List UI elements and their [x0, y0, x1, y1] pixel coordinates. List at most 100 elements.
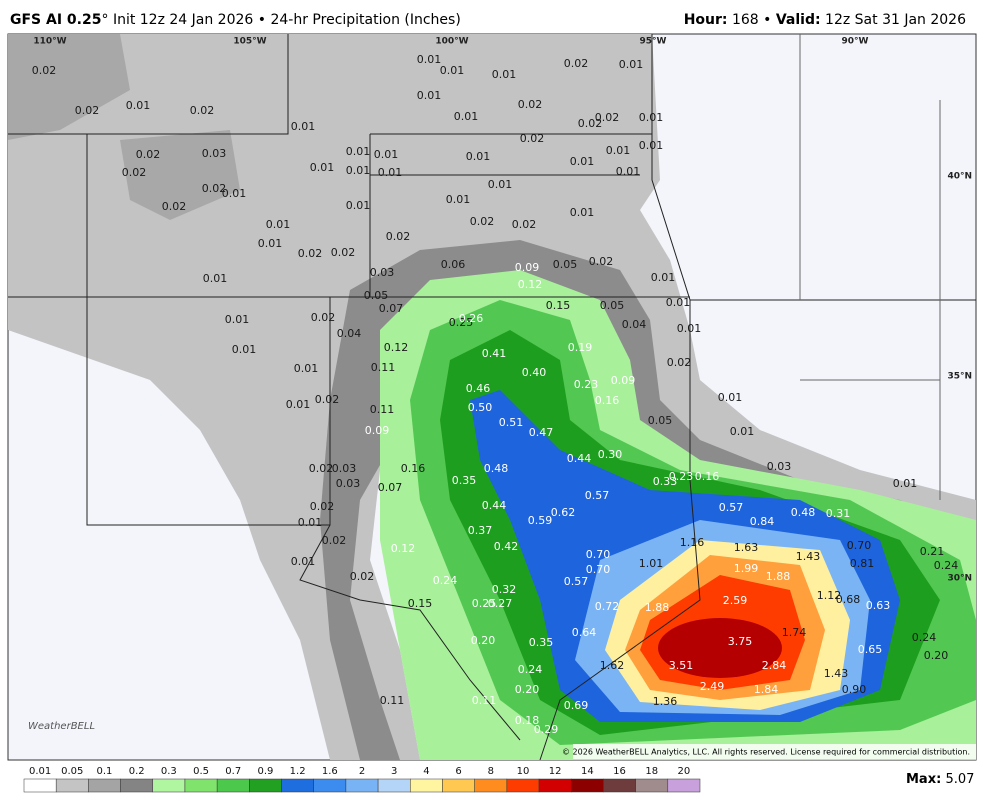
colorbar-tick-label: 10 [517, 766, 530, 777]
precip-label: 0.51 [499, 416, 524, 429]
precip-label: 0.37 [468, 524, 493, 537]
precip-label: 1.43 [824, 667, 849, 680]
precip-label: 0.01 [294, 362, 319, 375]
colorbar-swatch [474, 778, 508, 793]
precip-label: 0.02 [564, 57, 589, 70]
precip-label: 0.40 [522, 366, 547, 379]
precip-label: 0.03 [202, 147, 227, 160]
precip-label: 0.12 [391, 542, 416, 555]
max: Max: 5.07 [906, 772, 974, 787]
precip-label: 0.11 [380, 694, 405, 707]
precip-label: 0.09 [365, 424, 390, 437]
precip-area [8, 34, 130, 140]
precip-label: 0.01 [374, 148, 399, 161]
colorbar-tick-label: 12 [549, 766, 562, 777]
precip-label: 0.01 [651, 271, 676, 284]
colorbar-tick-label: 0.9 [257, 766, 273, 777]
precip-label: 0.62 [551, 506, 576, 519]
colorbar-tick-label: 0.5 [193, 766, 209, 777]
precip-label: 0.02 [667, 356, 692, 369]
precip-label: 0.20 [471, 634, 496, 647]
precip-label: 0.01 [417, 53, 442, 66]
precip-label: 0.57 [564, 575, 589, 588]
precip-label: 0.42 [494, 540, 519, 553]
latitude-label: 40°N [947, 172, 972, 182]
precip-label: 0.01 [286, 398, 311, 411]
precip-label: 0.41 [482, 347, 507, 360]
max-label: Max: [906, 772, 941, 787]
header-bg [0, 0, 984, 34]
precip-label: 0.16 [401, 462, 426, 475]
precip-label: 0.02 [202, 182, 227, 195]
precip-label: 0.20 [924, 649, 949, 662]
title: GFS AI 0.25° Init 12z 24 Jan 2026 • 24-h… [10, 12, 461, 28]
precip-label: 0.05 [648, 414, 673, 427]
precip-label: 0.30 [598, 448, 623, 461]
precip-label: 0.26 [459, 312, 484, 325]
colorbar-swatch [313, 778, 347, 793]
valid-time: 12z Sat 31 Jan 2026 [825, 12, 966, 28]
colorbar-swatch [88, 778, 121, 793]
precip-label: 0.04 [337, 327, 362, 340]
colorbar-swatch [603, 778, 636, 793]
precip-label: 0.02 [520, 132, 545, 145]
precip-label: 0.02 [595, 111, 620, 124]
colorbar-tick-label: 16 [613, 766, 626, 777]
precip-label: 0.01 [466, 150, 491, 163]
valid: Hour: 168 • Valid: 12z Sat 31 Jan 2026 [684, 12, 966, 28]
borders [8, 34, 976, 761]
precip-label: 1.62 [600, 659, 625, 672]
colorbar-tick-label: 0.05 [61, 766, 83, 777]
precip-label: 0.04 [622, 318, 647, 331]
precip-label: 0.69 [564, 699, 589, 712]
precip-label: 0.01 [446, 193, 471, 206]
precip-label: 0.15 [546, 299, 571, 312]
precip-area [658, 618, 782, 678]
precip-label: 0.01 [616, 165, 641, 178]
precip-label: 0.01 [346, 164, 371, 177]
colorbar-tick-label: 0.3 [161, 766, 177, 777]
latitude-label: 30°N [947, 574, 972, 584]
precip-label: 0.01 [291, 555, 316, 568]
precip-label: 0.23 [574, 378, 599, 391]
precip-label: 0.64 [572, 626, 597, 639]
precip-label: 0.24 [433, 574, 458, 587]
colorbar-tick-label: 6 [455, 766, 461, 777]
precip-label: 0.65 [858, 643, 883, 656]
precip-label: 0.72 [595, 600, 620, 613]
precip-label: 0.01 [570, 206, 595, 219]
colorbar-tick-label: 20 [678, 766, 691, 777]
precip-label: 0.02 [470, 215, 495, 228]
precip-label: 0.44 [567, 452, 592, 465]
colorbar-tick-label: 14 [581, 766, 594, 777]
precip-label: 0.01 [203, 272, 228, 285]
colorbar-swatch [216, 778, 250, 793]
precip-label: 0.02 [589, 255, 614, 268]
colorbar-tick-label: 0.1 [97, 766, 113, 777]
colorbar-tick-label: 3 [391, 766, 397, 777]
precip-label: 0.59 [528, 514, 553, 527]
latitude-label: 35°N [947, 372, 972, 382]
colorbar-swatch [55, 778, 89, 793]
precip-area [120, 130, 240, 220]
precip-label: 0.02 [386, 230, 411, 243]
valid-label: Valid: [776, 12, 821, 28]
precip-label: 0.02 [350, 570, 375, 583]
degree: ° [101, 12, 108, 28]
colorbar-tick-label: 0.2 [129, 766, 145, 777]
precip-label: 0.01 [258, 237, 283, 250]
precip-label: 1.12 [817, 589, 842, 602]
hour-label: Hour: [684, 12, 728, 28]
precip-label: 0.21 [920, 545, 945, 558]
precip-label: 0.84 [750, 515, 775, 528]
precip-label: 0.01 [378, 166, 403, 179]
precip-label: 0.01 [488, 178, 513, 191]
precip-label: 1.16 [680, 536, 705, 549]
precip-label: 0.25 [472, 597, 497, 610]
colorbar-swatch [538, 778, 572, 793]
precip-label: 0.02 [75, 104, 100, 117]
colorbar-tick-label: 0.7 [225, 766, 241, 777]
precip-label: 0.46 [466, 382, 491, 395]
colorbar-swatch [345, 778, 379, 793]
precip-label: 1.74 [782, 626, 807, 639]
